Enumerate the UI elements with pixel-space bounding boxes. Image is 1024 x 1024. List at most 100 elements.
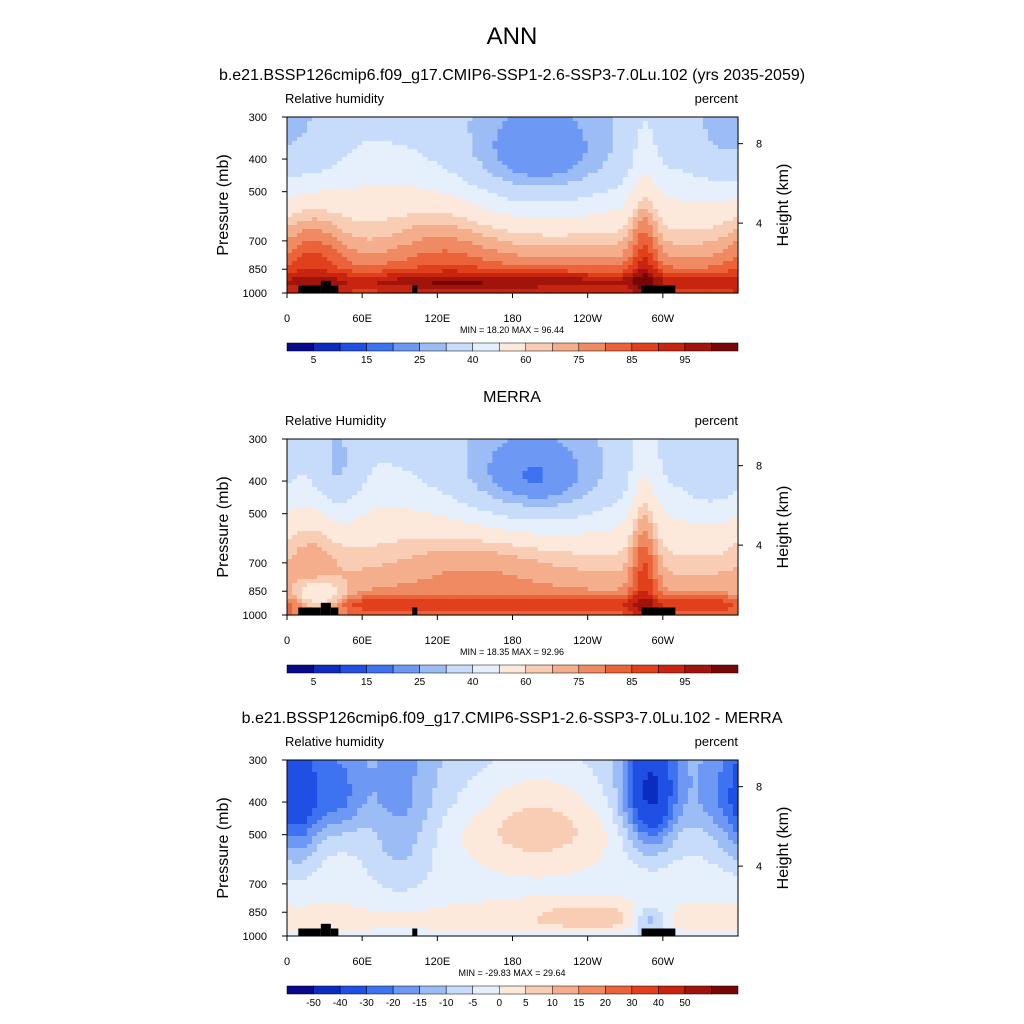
field-cell (667, 165, 674, 170)
field-cell (422, 233, 428, 238)
field-cell (492, 157, 499, 162)
field-cell (507, 193, 514, 198)
field-cell (677, 443, 684, 448)
field-cell (547, 285, 554, 290)
field-cell (432, 257, 438, 262)
field-cell (507, 475, 514, 480)
field-cell (497, 241, 504, 246)
field-cell (732, 439, 739, 444)
field-cell (367, 471, 373, 476)
field-cell (697, 169, 704, 174)
field-cell (652, 181, 659, 186)
field-cell (692, 233, 699, 238)
field-cell (657, 241, 664, 246)
field-cell (417, 169, 423, 174)
field-cell (517, 257, 524, 262)
field-cell (462, 455, 468, 460)
field-cell (682, 145, 689, 150)
field-cell (517, 237, 524, 242)
field-cell (567, 447, 574, 452)
field-cell (722, 265, 729, 270)
field-cell (567, 221, 574, 226)
field-cell (487, 201, 494, 206)
field-cell (582, 467, 589, 472)
field-cell (712, 443, 719, 448)
field-cell (572, 439, 579, 444)
field-cell (567, 209, 574, 214)
field-cell (457, 161, 463, 166)
field-cell (377, 197, 383, 202)
field-cell (627, 261, 634, 266)
field-cell (467, 193, 474, 198)
field-cell (507, 479, 514, 484)
field-cell (487, 269, 494, 274)
field-cell (292, 205, 298, 210)
field-cell (727, 209, 734, 214)
field-cell (407, 165, 413, 170)
field-cell (497, 269, 504, 274)
field-cell (412, 201, 418, 206)
field-cell (362, 443, 368, 448)
field-cell (472, 285, 479, 290)
field-cell (482, 169, 489, 174)
field-cell (402, 447, 408, 452)
field-cell (337, 221, 343, 226)
field-cell (687, 459, 694, 464)
field-cell (382, 463, 388, 468)
field-cell (467, 213, 474, 218)
field-cell (562, 269, 569, 274)
field-cell (607, 451, 614, 456)
field-cell (342, 265, 348, 270)
field-cell (442, 153, 448, 158)
field-cell (597, 189, 604, 194)
field-cell (542, 261, 549, 266)
field-cell (612, 149, 619, 154)
field-cell (537, 269, 544, 274)
field-cell (507, 463, 514, 468)
field-cell (712, 471, 719, 476)
field-cell (712, 117, 719, 122)
field-cell (657, 475, 664, 480)
field-cell (397, 129, 403, 134)
field-cell (297, 233, 303, 238)
field-cell (597, 213, 604, 218)
field-cell (337, 475, 343, 480)
field-cell (672, 225, 679, 230)
field-cell (672, 467, 679, 472)
field-cell (442, 253, 448, 258)
field-cell (317, 277, 323, 282)
field-cell (402, 185, 408, 190)
field-cell (657, 237, 664, 242)
field-cell (472, 455, 479, 460)
field-cell (437, 447, 443, 452)
topography-mask (330, 285, 339, 293)
field-cell (642, 459, 649, 464)
field-cell (597, 165, 604, 170)
field-cell (532, 475, 539, 480)
field-cell (622, 443, 629, 448)
field-cell (337, 233, 343, 238)
field-cell (412, 261, 418, 266)
field-cell (292, 153, 298, 158)
field-cell (722, 245, 729, 250)
field-cell (472, 237, 479, 242)
field-cell (457, 129, 463, 134)
field-cell (612, 459, 619, 464)
field-cell (552, 181, 559, 186)
field-cell (687, 277, 694, 282)
field-cell (442, 459, 448, 464)
colorbar-label: 5 (311, 355, 317, 366)
field-cell (662, 197, 669, 202)
field-cell (522, 145, 529, 150)
field-cell (347, 129, 353, 134)
field-cell (367, 455, 373, 460)
field-cell (292, 149, 298, 154)
field-cell (427, 185, 433, 190)
field-cell (677, 273, 684, 278)
field-cell (412, 265, 418, 270)
field-cell (337, 281, 343, 286)
field-cell (587, 439, 594, 444)
field-cell (722, 145, 729, 150)
field-cell (642, 125, 649, 130)
field-cell (492, 169, 499, 174)
